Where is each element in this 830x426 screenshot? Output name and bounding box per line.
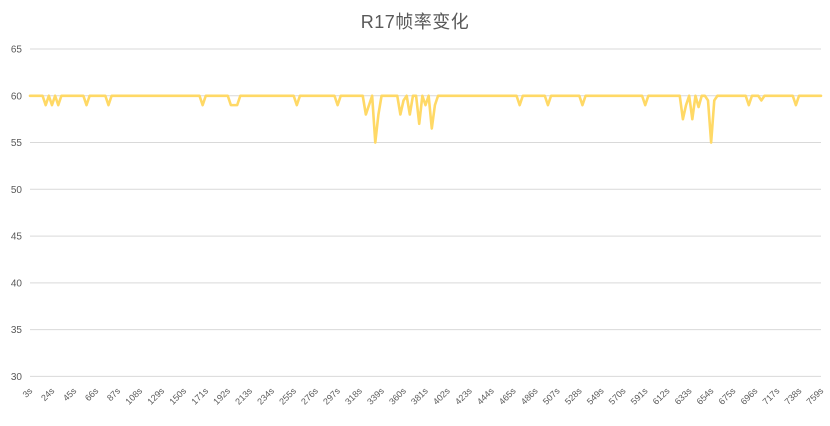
x-tick-label: 339s bbox=[365, 385, 386, 406]
x-tick-label: 129s bbox=[145, 385, 166, 406]
x-tick-label: 675s bbox=[717, 385, 738, 406]
x-tick-label: 360s bbox=[387, 385, 408, 406]
x-tick-label: 486s bbox=[519, 385, 540, 406]
x-tick-label: 297s bbox=[321, 385, 342, 406]
x-tick-label: 24s bbox=[39, 385, 57, 403]
x-tick-label: 528s bbox=[563, 385, 584, 406]
x-tick-label: 591s bbox=[629, 385, 650, 406]
x-tick-label: 717s bbox=[761, 385, 782, 406]
x-tick-label: 150s bbox=[167, 385, 188, 406]
x-tick-label: 3s bbox=[21, 385, 35, 399]
x-tick-label: 108s bbox=[123, 385, 144, 406]
x-tick-label: 570s bbox=[607, 385, 628, 406]
x-tick-label: 171s bbox=[189, 385, 210, 406]
x-tick-label: 318s bbox=[343, 385, 364, 406]
x-tick-label: 276s bbox=[299, 385, 320, 406]
x-tick-label: 66s bbox=[83, 385, 101, 403]
frame-rate-line bbox=[28, 94, 823, 144]
x-tick-label: 255s bbox=[277, 385, 298, 406]
x-tick-label: 45s bbox=[61, 385, 79, 403]
y-tick-label: 65 bbox=[11, 45, 23, 56]
x-tick-label: 444s bbox=[475, 385, 496, 406]
x-tick-label: 87s bbox=[105, 385, 123, 403]
x-tick-label: 402s bbox=[431, 385, 452, 406]
x-tick-label: 549s bbox=[585, 385, 606, 406]
x-tick-label: 633s bbox=[673, 385, 694, 406]
x-tick-label: 213s bbox=[233, 385, 254, 406]
y-tick-label: 30 bbox=[11, 372, 23, 383]
y-tick-label: 40 bbox=[11, 278, 23, 289]
x-tick-label: 381s bbox=[409, 385, 430, 406]
x-tick-label: 738s bbox=[783, 385, 804, 406]
y-tick-label: 60 bbox=[11, 91, 23, 102]
x-tick-label: 507s bbox=[541, 385, 562, 406]
x-tick-label: 234s bbox=[255, 385, 276, 406]
x-tick-label: 192s bbox=[211, 385, 232, 406]
chart-title: R17帧率变化 bbox=[360, 12, 470, 32]
y-tick-label: 50 bbox=[11, 185, 23, 196]
x-tick-label: 696s bbox=[739, 385, 760, 406]
y-tick-label: 55 bbox=[11, 138, 23, 149]
x-tick-label: 654s bbox=[695, 385, 716, 406]
x-tick-label: 759s bbox=[805, 385, 826, 406]
x-tick-label: 465s bbox=[497, 385, 518, 406]
x-tick-label: 423s bbox=[453, 385, 474, 406]
y-tick-label: 35 bbox=[11, 325, 23, 336]
x-tick-label: 612s bbox=[651, 385, 672, 406]
y-tick-label: 45 bbox=[11, 232, 23, 243]
